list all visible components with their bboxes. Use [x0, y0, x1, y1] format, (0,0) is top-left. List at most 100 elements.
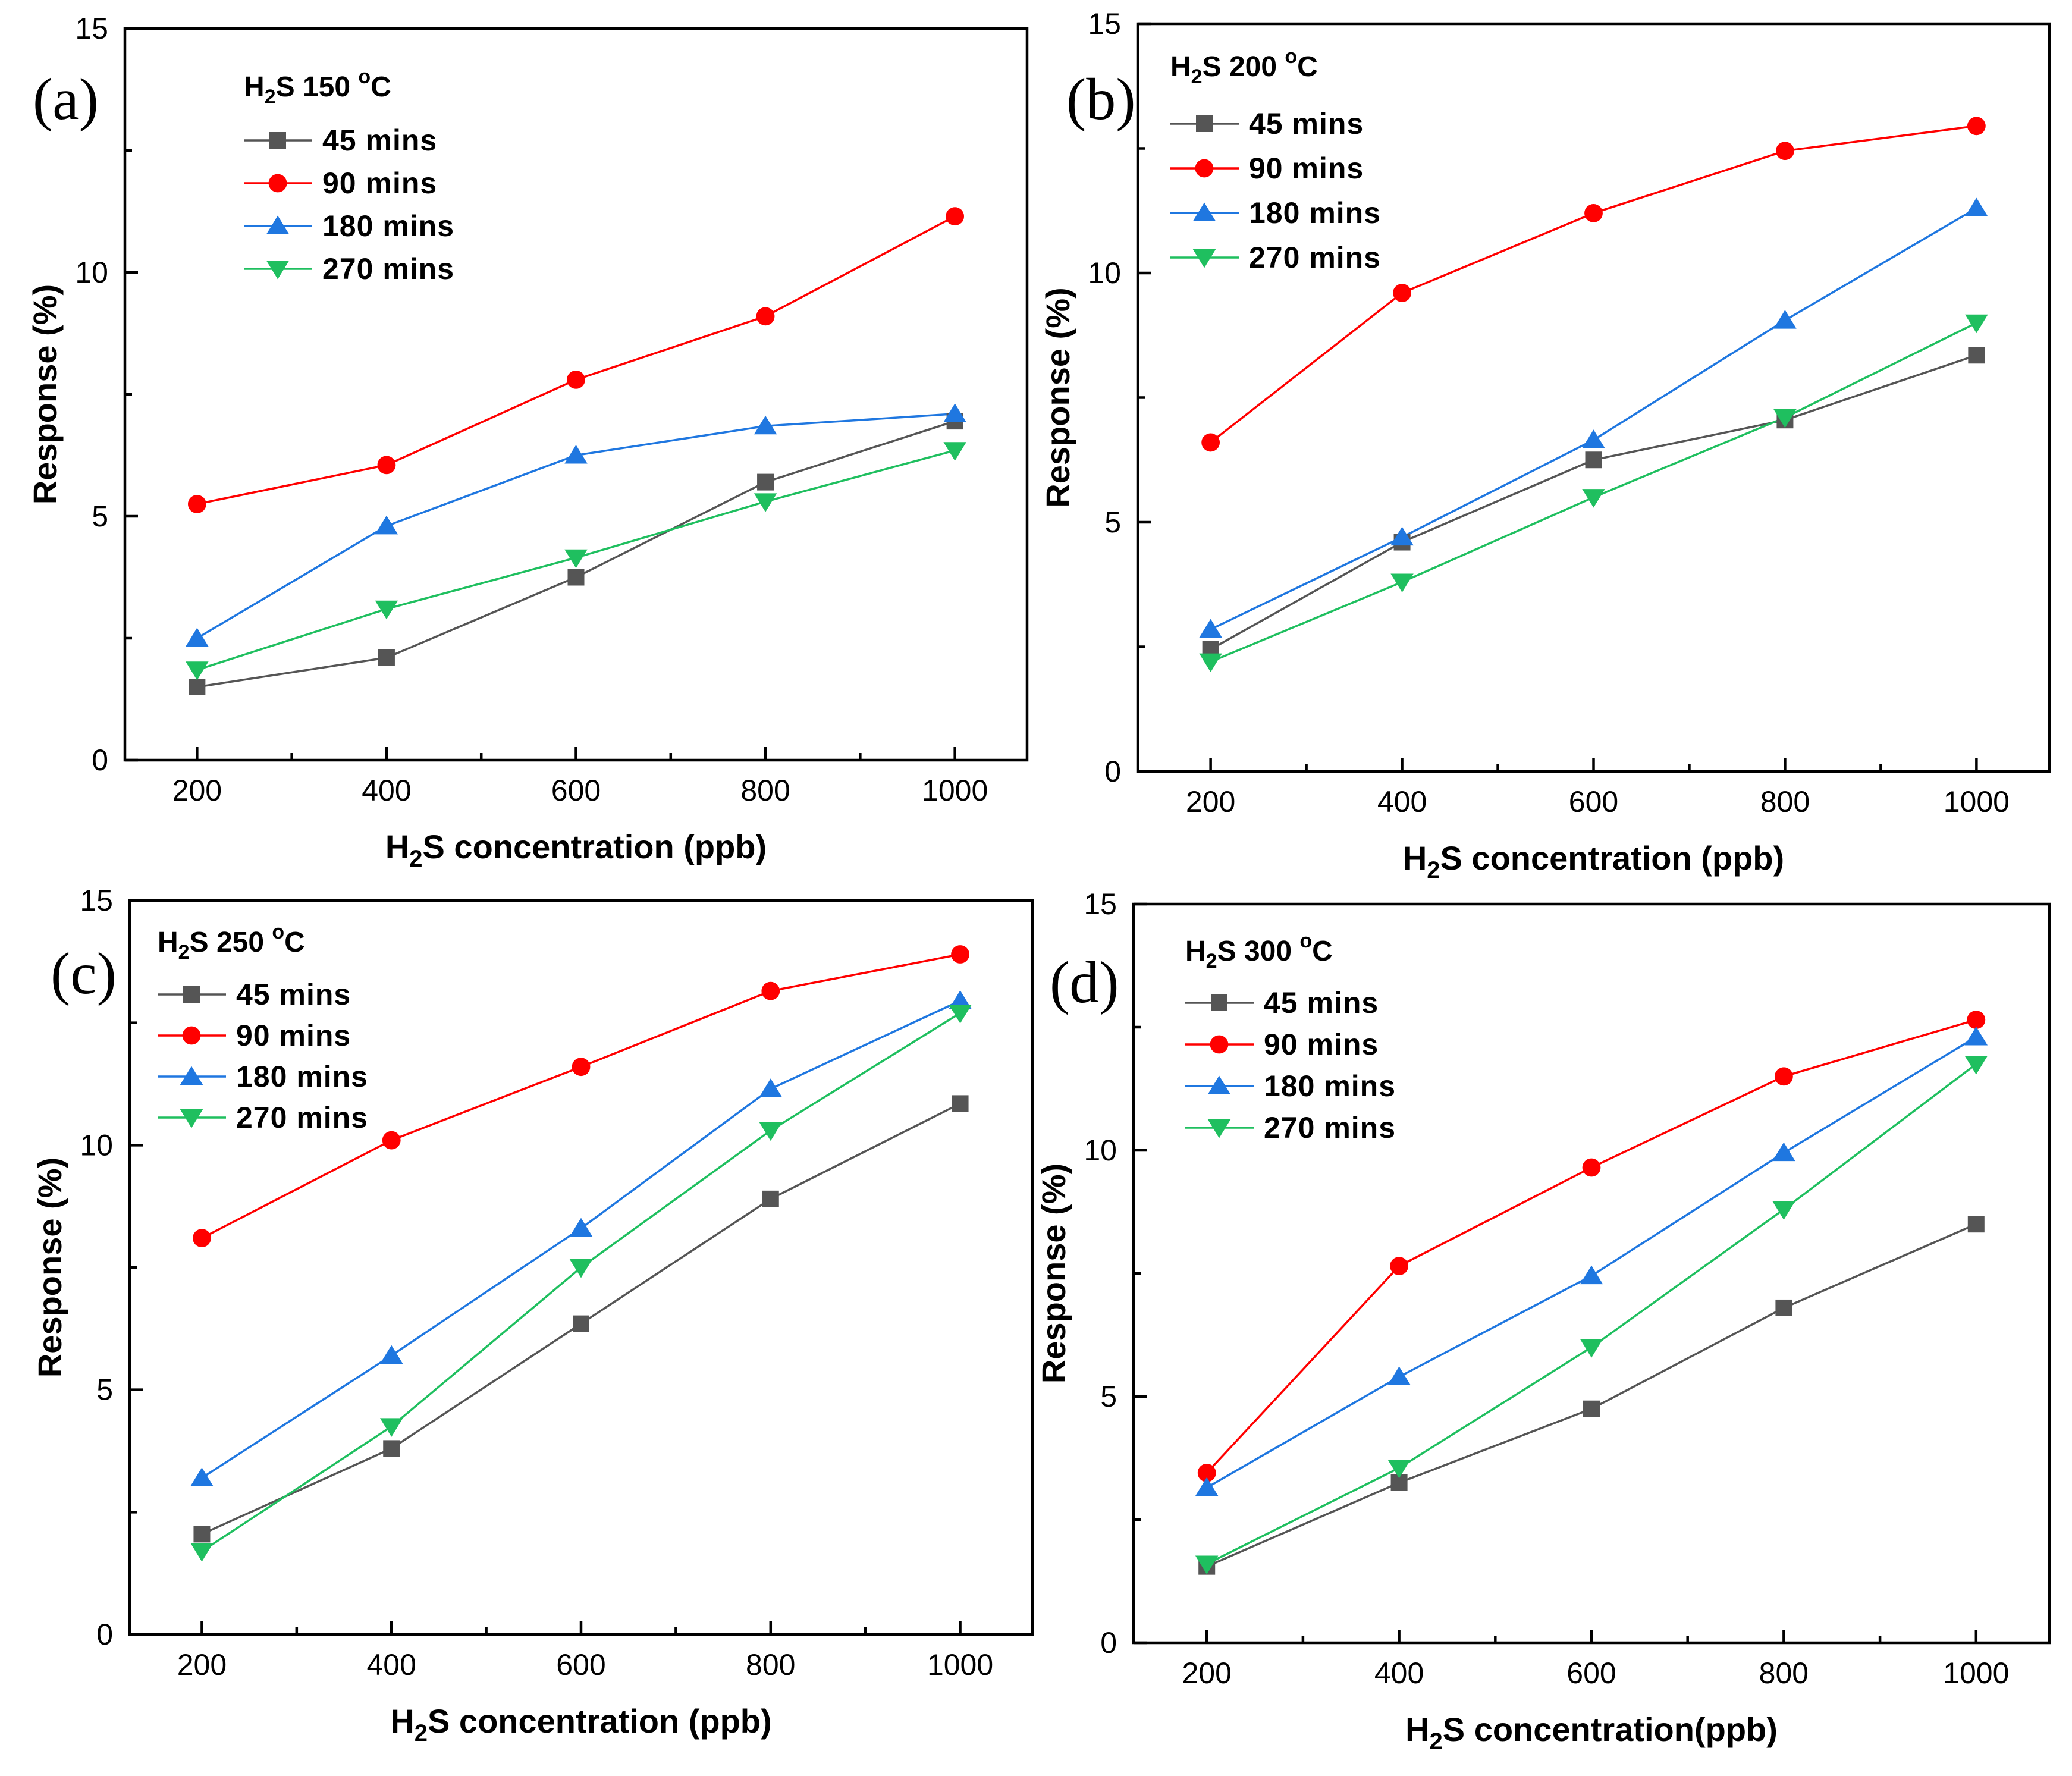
data-point-c-2	[190, 1467, 214, 1486]
data-point-d-2	[1580, 1265, 1603, 1285]
y-tick-label: 15	[1088, 7, 1121, 40]
data-point-c-1	[572, 1058, 591, 1077]
legend-entry-d-2: 180 mins	[1185, 1069, 1395, 1103]
legend-marker	[1196, 115, 1213, 132]
legend-entry-c-1: 90 mins	[158, 1019, 350, 1052]
data-point-c-2	[379, 1345, 403, 1364]
y-tick-label: 5	[96, 1373, 113, 1407]
data-point-c-3	[190, 1543, 214, 1562]
data-point-b-1	[1201, 433, 1220, 452]
data-point-d-3	[1772, 1201, 1795, 1220]
legend-entry-b-0: 45 mins	[1170, 107, 1364, 140]
data-point-d-1	[1582, 1158, 1601, 1177]
series-line-c-3	[201, 1012, 961, 1552]
data-point-c-1	[761, 981, 780, 1000]
y-axis-title-a: Response (%)	[26, 284, 64, 504]
data-point-a-1	[756, 307, 775, 326]
x-tick-label: 1000	[1944, 785, 2010, 818]
panel-label-d: (d)	[1050, 949, 1119, 1015]
legend-marker	[183, 986, 200, 1003]
legend-marker	[182, 1026, 201, 1045]
data-point-b-2	[1965, 197, 1988, 217]
data-point-a-2	[754, 415, 777, 435]
x-tick-label: 200	[172, 774, 222, 807]
legend-label: 270 mins	[1264, 1111, 1396, 1144]
legend-entry-c-2: 180 mins	[158, 1060, 368, 1093]
legend-label: 45 mins	[322, 124, 437, 157]
panel-c: 0 5 10 15 200 400 600 800 1000 H2S concentration …	[31, 884, 1034, 1746]
y-tick-label: 0	[92, 743, 108, 777]
y-tick-label: 10	[80, 1128, 113, 1162]
data-point-b-2	[1199, 619, 1222, 638]
x-tick-label: 800	[1759, 1656, 1809, 1690]
legend-label: 45 mins	[236, 978, 351, 1011]
data-point-b-3	[1199, 653, 1222, 673]
data-point-c-1	[951, 945, 969, 964]
data-point-d-2	[1387, 1366, 1411, 1385]
x-tick-label: 1000	[922, 774, 988, 807]
data-point-c-0	[383, 1440, 400, 1457]
data-point-b-2	[1773, 310, 1797, 329]
data-point-d-1	[1390, 1257, 1409, 1275]
legend-marker	[1192, 202, 1216, 221]
legend-title-d: H2S 300 oC	[1185, 930, 1333, 972]
data-point-b-3	[1965, 314, 1988, 334]
data-point-a-0	[757, 473, 774, 491]
data-point-b-1	[1393, 284, 1411, 302]
y-tick-label: 0	[1100, 1626, 1117, 1659]
data-point-b-2	[1582, 429, 1605, 448]
data-point-d-2	[1772, 1142, 1795, 1162]
legend-label: 90 mins	[322, 167, 437, 200]
y-axis-title-b: Response (%)	[1039, 287, 1076, 507]
data-point-d-3	[1580, 1339, 1603, 1358]
legend-marker	[266, 261, 290, 280]
x-tick-label: 400	[1374, 1656, 1424, 1690]
x-tick-label: 800	[746, 1648, 795, 1681]
legend-label: 45 mins	[1249, 107, 1364, 140]
y-tick-label: 5	[92, 500, 108, 533]
legend-title-a: H2S 150 oC	[244, 65, 391, 108]
data-point-b-0	[1968, 347, 1985, 364]
data-point-a-2	[943, 403, 966, 422]
legend-marker	[268, 174, 287, 193]
legend-entry-d-1: 90 mins	[1185, 1028, 1378, 1061]
x-tick-label: 600	[1569, 785, 1618, 818]
legend-marker	[180, 1066, 203, 1085]
y-tick-label: 10	[75, 256, 108, 289]
x-axis-title-c: H2S concentration (ppb)	[390, 1702, 771, 1746]
data-point-a-2	[186, 627, 209, 647]
legend-marker	[1211, 994, 1227, 1011]
x-tick-label: 800	[740, 774, 790, 807]
legend-entry-b-3: 270 mins	[1170, 241, 1380, 274]
data-point-d-0	[1967, 1216, 1985, 1233]
data-point-a-1	[946, 207, 965, 226]
data-point-a-0	[567, 569, 585, 586]
data-point-a-0	[378, 649, 395, 666]
legend-marker	[180, 1109, 203, 1128]
data-point-d-1	[1197, 1463, 1216, 1482]
legend-entry-b-1: 90 mins	[1170, 152, 1363, 185]
data-point-c-1	[193, 1229, 211, 1248]
panel-label-c: (c)	[51, 940, 117, 1006]
y-tick-label: 15	[75, 12, 108, 45]
data-point-b-3	[1390, 573, 1414, 593]
y-tick-label: 5	[1100, 1380, 1117, 1413]
y-tick-label: 10	[1088, 256, 1121, 290]
data-point-d-0	[1775, 1299, 1792, 1316]
x-tick-label: 600	[556, 1648, 605, 1681]
data-point-d-3	[1387, 1460, 1411, 1479]
x-tick-label: 800	[1760, 785, 1810, 818]
data-point-a-3	[754, 493, 777, 512]
data-point-b-1	[1584, 204, 1603, 222]
data-point-d-0	[1583, 1400, 1600, 1417]
panel-b: 0 5 10 15 200 400 600 800 1000 H2S concentration …	[1039, 7, 2051, 883]
y-tick-label: 0	[96, 1618, 113, 1651]
panel-label-a: (a)	[33, 66, 99, 132]
data-point-c-0	[193, 1526, 211, 1543]
data-point-d-2	[1195, 1477, 1219, 1496]
y-tick-label: 15	[80, 884, 113, 917]
legend-entry-c-3: 270 mins	[158, 1101, 368, 1134]
data-point-d-1	[1775, 1067, 1793, 1086]
x-tick-label: 400	[362, 774, 411, 807]
